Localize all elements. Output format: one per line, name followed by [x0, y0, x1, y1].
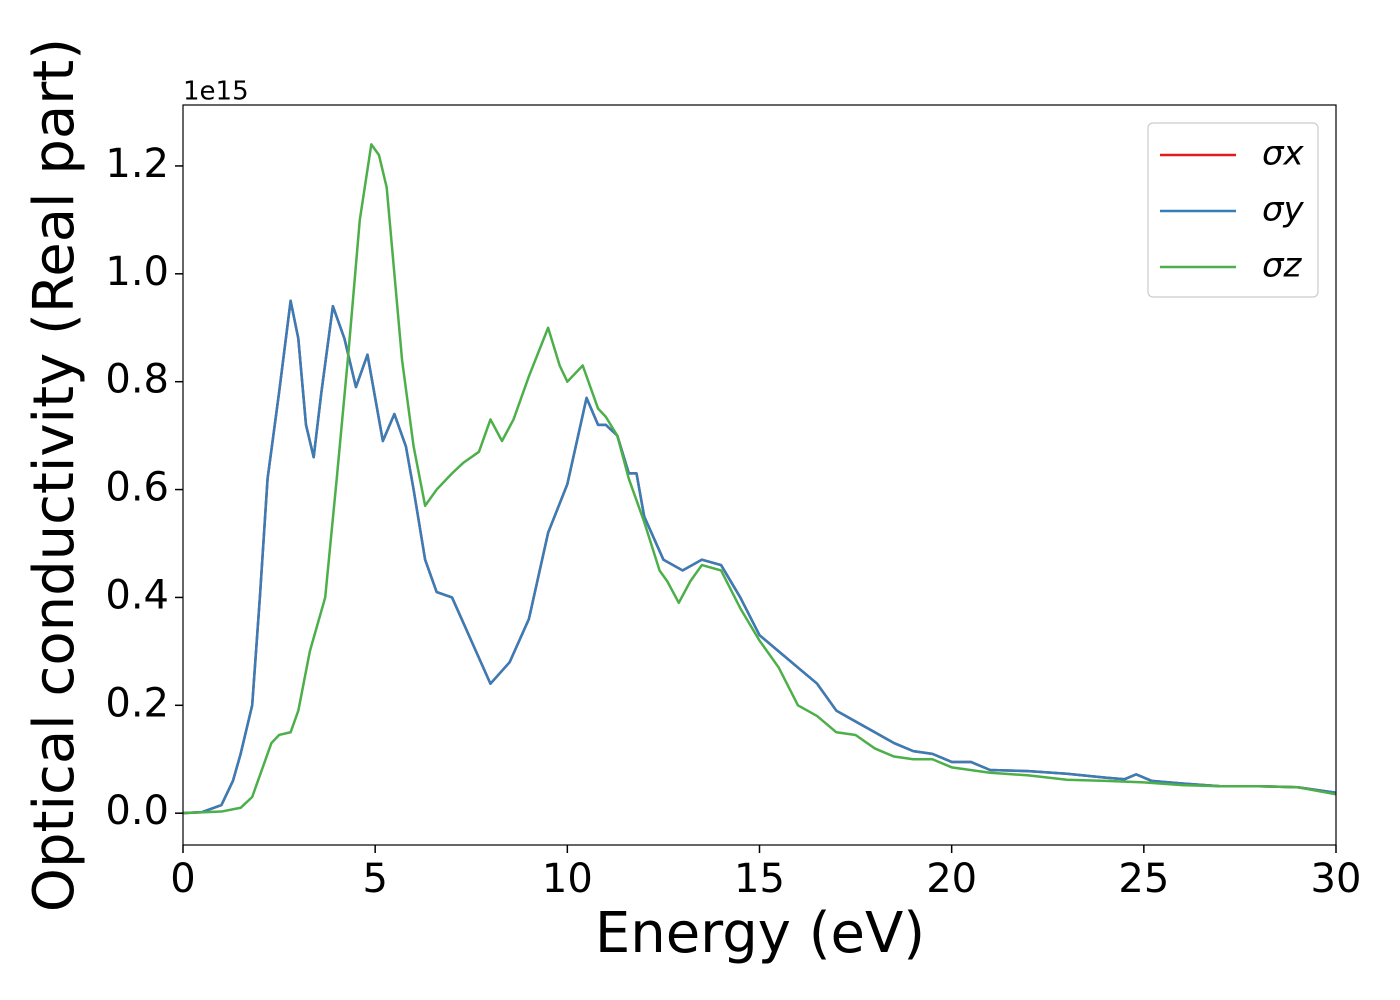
- series-line: [182, 299, 1337, 815]
- x-tick-label: 25: [1118, 856, 1169, 902]
- x-tick-label: 20: [926, 856, 977, 902]
- x-tick-label: 15: [734, 856, 785, 902]
- series-line: [182, 299, 1337, 815]
- x-tick-label: 10: [542, 856, 593, 902]
- y-axis-label: Optical conductivity (Real part): [22, 38, 87, 912]
- y-tick-label: 0.0: [105, 788, 169, 834]
- offset-label: 1e15: [183, 77, 249, 107]
- series-line: [182, 143, 1337, 815]
- x-tick-label: 5: [362, 856, 387, 902]
- legend-label: σx: [1262, 134, 1305, 174]
- legend-label: σz: [1262, 246, 1303, 286]
- y-tick-label: 0.6: [105, 465, 169, 511]
- y-tick-label: 1.2: [105, 141, 169, 187]
- x-axis-label: Energy (eV): [595, 901, 925, 966]
- x-tick-label: 0: [170, 856, 195, 902]
- plot-frame: [182, 104, 1337, 846]
- y-tick-label: 1.0: [105, 249, 169, 295]
- x-tick-label: 30: [1311, 856, 1362, 902]
- y-tick-label: 0.4: [105, 572, 169, 618]
- y-tick-label: 0.2: [105, 680, 169, 726]
- y-tick-label: 0.8: [105, 357, 169, 403]
- legend-label: σy: [1262, 190, 1305, 230]
